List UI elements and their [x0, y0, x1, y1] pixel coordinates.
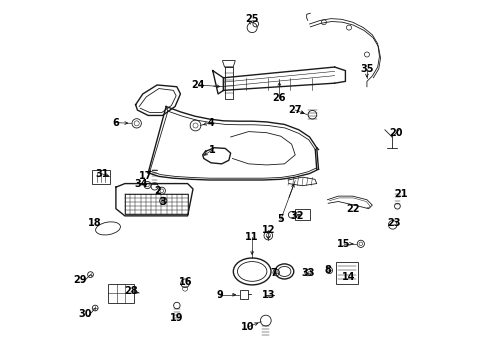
Text: 5: 5 — [277, 215, 284, 224]
Text: 32: 32 — [290, 211, 304, 221]
Text: 33: 33 — [301, 268, 315, 278]
Text: 22: 22 — [346, 204, 359, 214]
Text: 7: 7 — [270, 268, 277, 278]
Bar — [240, 291, 247, 299]
Text: 9: 9 — [217, 290, 223, 300]
Text: 19: 19 — [170, 313, 184, 323]
Text: 12: 12 — [262, 225, 275, 235]
Bar — [108, 284, 134, 303]
Text: 10: 10 — [241, 322, 255, 332]
Text: 27: 27 — [289, 105, 302, 115]
Text: 28: 28 — [124, 286, 138, 296]
Text: 3: 3 — [159, 197, 166, 207]
Text: 26: 26 — [272, 93, 286, 103]
Text: 6: 6 — [113, 118, 119, 128]
Text: 13: 13 — [262, 290, 275, 300]
Text: 23: 23 — [387, 218, 400, 228]
Text: 4: 4 — [208, 118, 214, 128]
Text: 21: 21 — [394, 189, 408, 199]
Polygon shape — [288, 177, 317, 186]
Text: 20: 20 — [389, 129, 402, 138]
Text: 30: 30 — [79, 310, 92, 319]
Text: 1: 1 — [209, 144, 216, 154]
Text: 17: 17 — [139, 171, 152, 181]
Bar — [295, 210, 310, 220]
Text: 15: 15 — [337, 239, 350, 249]
Bar — [337, 262, 358, 284]
Text: 25: 25 — [245, 14, 259, 24]
Text: 35: 35 — [360, 64, 374, 74]
Text: 14: 14 — [342, 272, 356, 282]
Bar — [92, 170, 110, 184]
Text: 31: 31 — [96, 169, 109, 179]
Text: 8: 8 — [324, 265, 331, 275]
Text: 2: 2 — [154, 186, 161, 196]
Text: 16: 16 — [179, 277, 193, 287]
Text: 34: 34 — [134, 179, 148, 189]
Text: 24: 24 — [192, 80, 205, 90]
Text: 18: 18 — [88, 218, 102, 228]
Text: 11: 11 — [245, 232, 259, 242]
Text: 29: 29 — [74, 275, 87, 285]
